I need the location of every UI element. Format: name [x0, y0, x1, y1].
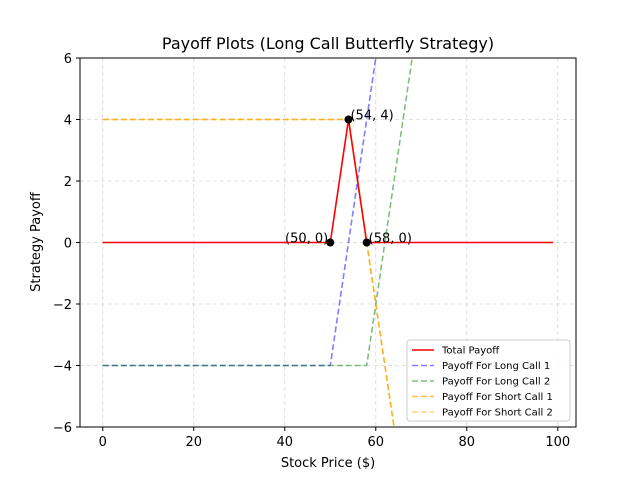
legend: Total Payoff Payoff For Long Call 1 Payoff… [406, 339, 571, 422]
data-point-marker [362, 238, 371, 247]
point-annotation: (58, 0) [369, 232, 412, 247]
plot-area: (50, 0) (54, 4) (58, 0) [102, 58, 554, 427]
x-tick-label: 40 [276, 435, 293, 450]
point-annotation: (50, 0) [285, 232, 328, 247]
y-tick-label: 0 [64, 237, 72, 252]
series-line-4 [102, 118, 395, 427]
series-line-3 [102, 118, 395, 427]
x-tick-label: 20 [185, 435, 202, 450]
legend-label-2: Payoff For Long Call 2 [442, 377, 550, 388]
axis-ticks: 0 20 40 60 80 100 −6 −4 −2 0 2 4 6 [53, 52, 570, 450]
legend-label-1: Payoff For Long Call 1 [442, 361, 550, 372]
y-tick-label: 6 [64, 52, 72, 67]
data-point-marker [344, 115, 353, 124]
series-line-2 [102, 58, 413, 367]
chart-title: Payoff Plots (Long Call Butterfly Strate… [162, 34, 494, 53]
legend-label-4: Payoff For Short Call 2 [442, 408, 553, 419]
point-annotation: (54, 4) [350, 109, 393, 124]
data-point-marker [326, 238, 335, 247]
series-line-1 [102, 58, 377, 367]
x-tick-label: 60 [368, 435, 385, 450]
legend-label-3: Payoff For Short Call 1 [442, 392, 553, 403]
x-axis-label: Stock Price ($) [281, 456, 375, 471]
y-axis-label: Strategy Payoff [29, 191, 44, 292]
x-tick-label: 0 [99, 435, 107, 450]
legend-box [406, 339, 571, 422]
y-tick-label: −6 [53, 421, 72, 436]
y-tick-label: −2 [53, 298, 72, 313]
x-tick-label: 80 [459, 435, 476, 450]
x-tick-label: 100 [545, 435, 570, 450]
y-tick-label: 4 [64, 114, 72, 129]
y-tick-label: −4 [53, 360, 72, 375]
y-tick-label: 2 [64, 175, 72, 190]
legend-label-0: Total Payoff [441, 346, 500, 357]
